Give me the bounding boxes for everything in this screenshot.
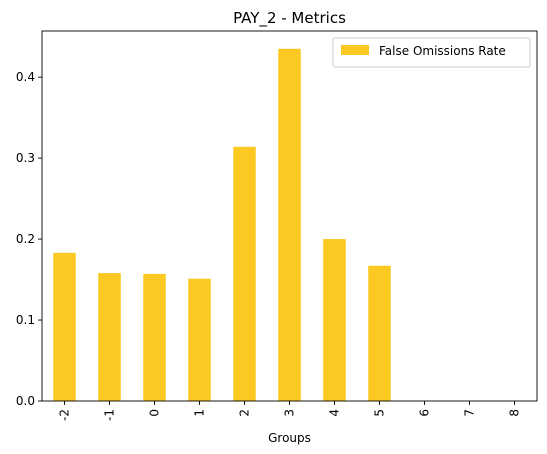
x-tick-label: 4 xyxy=(328,409,342,417)
bar--1 xyxy=(98,273,121,401)
bars-group xyxy=(53,48,391,402)
x-tick-label: 6 xyxy=(418,409,432,417)
bar-3 xyxy=(278,48,301,402)
y-tick-label: 0.1 xyxy=(16,313,35,327)
y-tick-label: 0.2 xyxy=(16,232,35,246)
x-tick-label: 0 xyxy=(148,409,162,417)
x-tick-label: 8 xyxy=(508,409,522,417)
x-tick-label: -1 xyxy=(103,409,117,421)
chart-title: PAY_2 - Metrics xyxy=(233,9,346,28)
x-tick-label: -2 xyxy=(58,409,72,421)
legend: False Omissions Rate xyxy=(332,37,531,68)
bar-4 xyxy=(323,239,346,401)
x-tick-label: 5 xyxy=(373,409,387,417)
y-tick-label: 0.0 xyxy=(16,394,35,408)
legend-swatch xyxy=(341,45,369,55)
x-tick-label: 2 xyxy=(238,409,252,417)
x-axis: -2 -1 0 1 2 3 4 5 6 7 8 xyxy=(58,401,522,421)
x-axis-label: Groups xyxy=(268,431,311,445)
x-tick-label: 1 xyxy=(193,409,207,417)
bar-0 xyxy=(143,273,166,401)
x-tick-label: 3 xyxy=(283,409,297,417)
bar-1 xyxy=(188,278,211,401)
legend-box xyxy=(332,37,531,68)
x-tick-label: 7 xyxy=(463,409,477,417)
legend-label: False Omissions Rate xyxy=(379,44,506,58)
bar-2 xyxy=(233,146,256,401)
bar-5 xyxy=(368,265,391,401)
y-tick-label: 0.3 xyxy=(16,151,35,165)
y-tick-label: 0.4 xyxy=(16,70,35,84)
y-axis: 0.0 0.1 0.2 0.3 0.4 xyxy=(16,70,42,408)
bar--2 xyxy=(53,252,76,401)
